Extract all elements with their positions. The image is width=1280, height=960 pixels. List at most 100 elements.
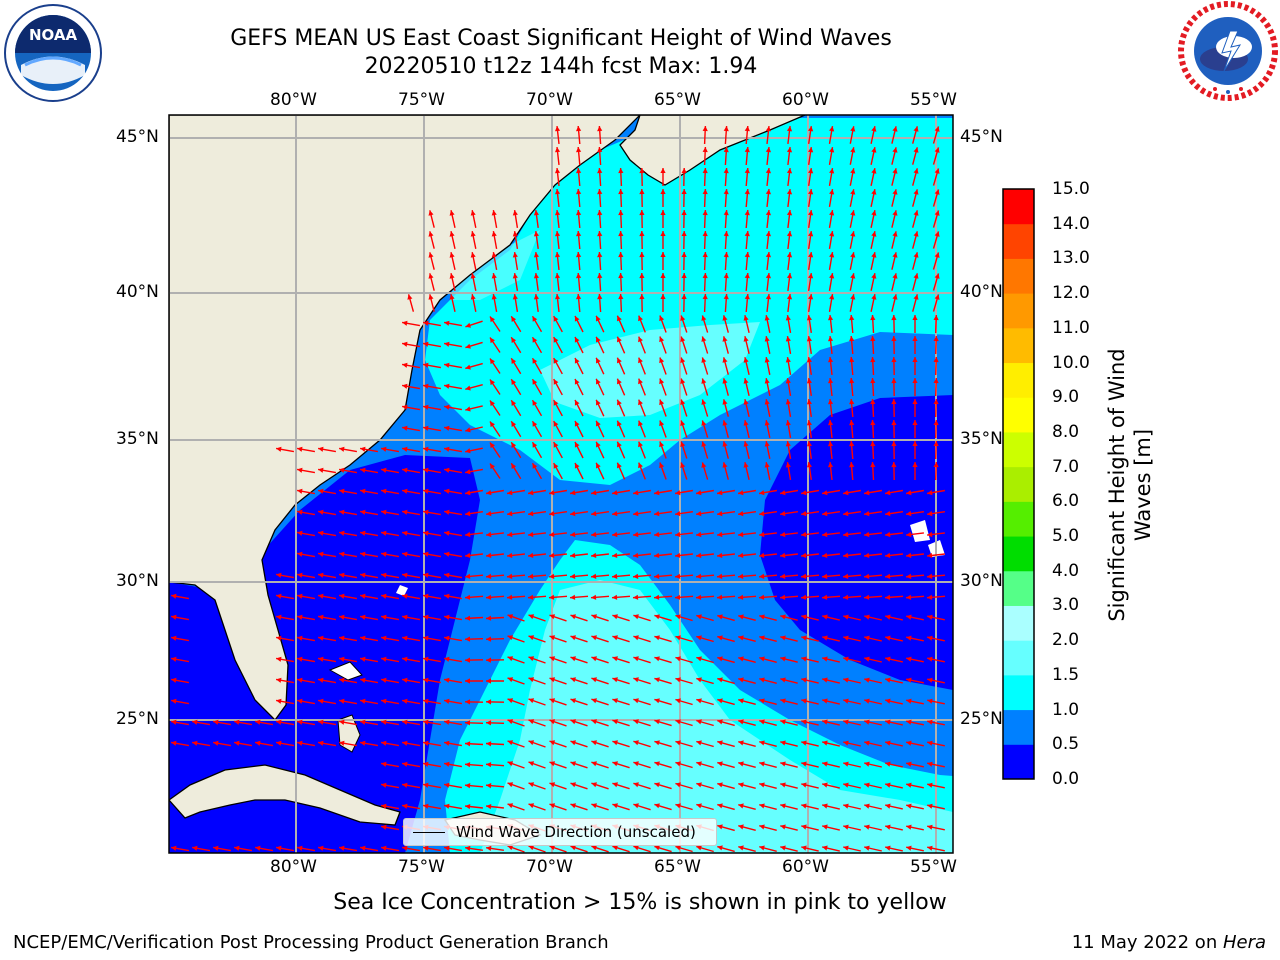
wind-wave-arrow-head: [675, 490, 681, 496]
wind-wave-arrow-head: [654, 656, 660, 662]
wind-wave-arrow-head: [423, 383, 429, 389]
wind-wave-arrow-head: [444, 593, 450, 599]
wind-wave-arrow-head: [654, 531, 660, 538]
wind-wave-arrow-head: [801, 614, 807, 620]
wind-wave-arrow-head: [574, 442, 580, 448]
wind-wave-arrow-head: [465, 762, 471, 768]
lat-label-right-35n: 35°N: [960, 429, 1003, 449]
wind-wave-arrow-head: [255, 845, 261, 851]
wind-wave-arrow-head: [913, 252, 919, 258]
wind-wave-arrow-head: [297, 509, 303, 515]
wind-wave-arrow-head: [297, 656, 303, 662]
wind-wave-arrow-head: [871, 294, 877, 300]
colorbar-segments: [1003, 189, 1034, 780]
wind-wave-arrow-head: [765, 147, 771, 153]
wind-wave-arrow-head: [765, 126, 771, 132]
wind-wave-arrow-head: [507, 614, 514, 620]
wind-wave-arrow-head: [764, 441, 770, 447]
wind-wave-arrow-head: [829, 252, 835, 258]
wind-wave-arrow-head: [696, 719, 702, 725]
graticule: [169, 115, 953, 853]
wind-wave-arrow-head: [885, 490, 891, 496]
wind-wave-arrow-head: [465, 804, 471, 810]
wind-wave-arrow-head: [570, 740, 576, 746]
wind-wave-arrow-head: [596, 441, 601, 448]
wind-wave-arrow-head: [843, 677, 849, 683]
wind-wave-arrow-head: [680, 462, 686, 468]
land-bermuda-marker: [396, 585, 408, 596]
wind-wave-arrow-head: [617, 336, 622, 343]
wind-wave-arrow-head: [738, 511, 744, 517]
wind-wave-arrow-head: [892, 189, 898, 195]
wind-wave-arrow-head: [570, 656, 576, 662]
wind-wave-arrow-head: [638, 441, 643, 448]
wind-wave-arrow-head: [465, 322, 471, 328]
wind-wave-arrow-head: [722, 441, 728, 447]
wind-wave-arrow-head: [912, 462, 918, 467]
wind-wave-arrow-head: [843, 552, 849, 558]
wind-wave-arrow-head: [843, 719, 849, 725]
wind-wave-arrow-head: [465, 343, 471, 349]
wind-wave-arrow-head: [871, 273, 877, 279]
wind-wave-arrow-head: [675, 656, 681, 662]
wind-wave-arrow-head: [871, 252, 877, 258]
run-date-credit: 11 May 2022 on Hera: [1072, 932, 1266, 953]
wind-wave-arrow-head: [444, 782, 450, 788]
wind-wave-arrow-head: [808, 231, 814, 237]
wind-wave-arrow-head: [318, 614, 324, 620]
wind-wave-arrow-head: [444, 614, 450, 620]
wind-wave-arrow-head: [297, 593, 303, 599]
wind-wave-arrow-head: [764, 357, 770, 363]
wind-wave-arrow-head: [549, 803, 556, 809]
wind-wave-arrow-head: [885, 824, 891, 830]
wind-wave-arrow-head: [828, 462, 834, 468]
wind-wave-arrow-head: [722, 357, 728, 363]
wind-wave-arrow-head: [532, 400, 538, 406]
wind-wave-arrow-head: [717, 677, 723, 683]
wind-wave-arrow-head: [822, 761, 828, 767]
wind-wave-arrow-head: [871, 231, 877, 237]
wind-wave-arrow-head: [885, 573, 891, 579]
wind-wave-arrow-head: [801, 698, 807, 704]
legend-line-icon: [413, 832, 445, 833]
wind-wave-arrow-head: [444, 488, 450, 494]
wind-wave-arrow-head: [549, 594, 555, 600]
wind-wave-arrow-head: [850, 126, 856, 132]
colorbar-tick-label: 12.0: [1052, 283, 1090, 304]
wind-wave-arrow-head: [612, 761, 618, 767]
run-date: 11 May 2022 on: [1071, 932, 1223, 953]
wind-wave-arrow-head: [570, 845, 576, 851]
wind-wave-arrow-head: [850, 231, 856, 237]
colorbar-tick-label: 1.0: [1052, 699, 1080, 720]
wind-wave-arrow-head: [743, 462, 749, 468]
wind-wave-arrow-head: [532, 316, 538, 322]
wind-wave-arrow-head: [892, 168, 898, 174]
wind-wave-arrow-head: [906, 719, 912, 725]
wind-wave-arrow-head: [633, 656, 639, 662]
wind-wave-arrow-head: [423, 614, 429, 620]
colorbar-segment: [1003, 431, 1034, 468]
wind-wave-arrow-head: [318, 530, 324, 536]
colorbar-segment: [1003, 397, 1034, 433]
wind-wave-arrow-head: [927, 531, 933, 538]
wind-wave-arrow-head: [276, 740, 282, 746]
wind-wave-arrow-head: [913, 231, 919, 237]
wind-wave-arrow-head: [927, 635, 933, 641]
wind-wave-arrow-head: [927, 594, 933, 600]
wind-wave-arrow-head: [402, 761, 408, 767]
wind-wave-arrow-head: [486, 845, 492, 851]
wind-wave-arrow-head: [780, 656, 786, 662]
wind-wave-arrow-head: [528, 531, 534, 538]
wind-wave-arrow-head: [738, 490, 744, 496]
wind-wave-arrow-head: [360, 635, 366, 641]
wind-wave-arrow-head: [360, 572, 366, 578]
wind-wave-arrow-head: [533, 231, 539, 237]
wind-wave-arrow-head: [822, 677, 828, 683]
wind-wave-arrow-head: [381, 593, 387, 599]
wind-wave-arrow-head: [360, 509, 366, 515]
wind-wave-arrow-head: [423, 803, 429, 809]
wind-wave-arrow-head: [933, 378, 939, 384]
wind-wave-arrow-head: [574, 358, 580, 364]
wind-wave-arrow-head: [829, 168, 835, 174]
wind-wave-arrow-head: [723, 294, 729, 300]
